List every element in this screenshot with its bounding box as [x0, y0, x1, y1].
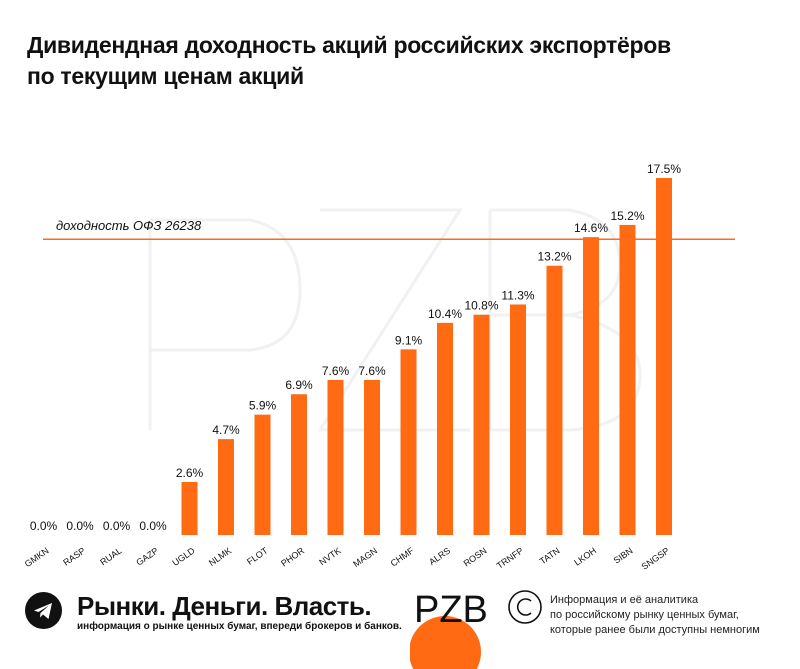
category-tick-label: NVTK: [317, 545, 342, 567]
bar: [400, 349, 417, 535]
bar-chart: 0.0%GMKN0.0%RASP0.0%RUAL0.0%GAZP2.6%UGLD…: [23, 162, 735, 572]
reference-line-group: доходность ОФЗ 26238: [43, 218, 735, 240]
footer-note-line-2: по российскому рынку ценных бумаг,: [550, 609, 739, 621]
footer-note: Информация и её аналитика по российскому…: [550, 593, 790, 638]
bar: [656, 178, 672, 535]
category-tick-label: GAZP: [134, 545, 160, 567]
bar: [254, 414, 271, 535]
bar: [473, 314, 490, 535]
logo-text: PZB: [414, 589, 488, 631]
bar-value-label: 14.6%: [574, 221, 608, 235]
title-line-1: Дивидендная доходность акций российских …: [27, 32, 671, 58]
bar-value-label: 5.9%: [249, 399, 277, 413]
bar-value-label: 7.6%: [358, 364, 386, 378]
bar-value-label: 10.8%: [464, 299, 498, 313]
reference-line-label: доходность ОФЗ 26238: [56, 218, 202, 233]
bar-value-label: 7.6%: [322, 364, 350, 378]
bar-value-label: 0.0%: [30, 519, 58, 533]
bar-value-label: 11.3%: [501, 288, 534, 302]
bar: [291, 394, 307, 535]
category-tick-label: ROSN: [462, 545, 489, 568]
bar-value-label: 10.4%: [428, 307, 462, 321]
bar: [218, 439, 234, 535]
category-tick-label: SNGSP: [640, 545, 672, 571]
bar: [510, 304, 526, 535]
category-tick-label: LKOH: [572, 545, 598, 567]
brand-tagline: информация о рынке ценных бумаг, впереди…: [77, 621, 402, 632]
category-tick-label: PHOR: [279, 545, 306, 568]
category-tick-label: UGLD: [170, 545, 197, 568]
bar: [546, 265, 563, 535]
category-tick-label: TATN: [538, 545, 562, 566]
category-tick-label: NLMK: [207, 545, 233, 568]
chart-title: Дивидендная доходность акций российских …: [27, 30, 787, 92]
bar: [583, 237, 599, 535]
bar: [364, 379, 380, 535]
bar: [437, 322, 453, 535]
pzb-logo: PZB: [410, 589, 542, 669]
brand-name: Рынки. Деньги. Власть.: [77, 591, 372, 621]
logo-orange-circle: [410, 616, 481, 669]
watermark-logo: [148, 208, 642, 432]
category-tick-label: TRNFP: [495, 545, 525, 570]
category-tick-label: GMKN: [23, 545, 51, 569]
category-tick-label: RASP: [61, 545, 87, 567]
bar-value-label: 17.5%: [647, 162, 681, 176]
bar-value-label: 0.0%: [139, 519, 167, 533]
footer-note-line-3: которые ранее были доступны немногим: [550, 624, 760, 636]
bar-value-label: 6.9%: [285, 378, 313, 392]
category-tick-label: CHMF: [389, 545, 416, 568]
bar-value-label: 0.0%: [66, 519, 94, 533]
category-tick-label: ALRS: [427, 545, 452, 567]
bar-value-label: 15.2%: [610, 209, 644, 223]
category-tick-label: RUAL: [98, 545, 123, 567]
footer-note-line-1: Информация и её аналитика: [550, 594, 699, 606]
category-tick-label: SIBN: [612, 545, 635, 565]
bar-value-label: 0.0%: [103, 519, 131, 533]
copyright-icon: [508, 590, 542, 624]
bar: [619, 224, 636, 536]
telegram-icon[interactable]: [25, 592, 62, 629]
category-tick-label: MAGN: [351, 545, 379, 569]
category-tick-label: FLOT: [245, 545, 270, 567]
bar: [181, 481, 198, 535]
bar-value-label: 2.6%: [176, 466, 204, 480]
bar: [327, 379, 344, 535]
bar-value-label: 4.7%: [212, 423, 240, 437]
bar-value-label: 13.2%: [537, 250, 571, 264]
bar-value-label: 9.1%: [395, 333, 423, 347]
title-line-2: по текущим ценам акций: [27, 63, 304, 89]
